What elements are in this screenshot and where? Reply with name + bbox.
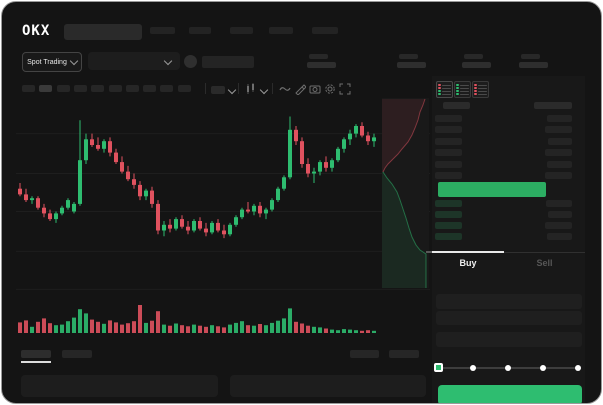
order-book-cell[interactable] [435, 211, 462, 218]
ticker-stat-label-1 [309, 54, 328, 59]
book-bids-icon[interactable] [454, 81, 471, 98]
slider-stop[interactable] [470, 365, 476, 371]
pair-select-dropdown[interactable] [88, 52, 180, 70]
order-book-cell[interactable] [547, 233, 572, 240]
slider-handle[interactable] [434, 363, 443, 372]
ticker-stat-label-2 [399, 54, 418, 59]
slider-stop[interactable] [540, 365, 546, 371]
indicators-icon[interactable] [279, 83, 291, 95]
screenshot-icon[interactable] [309, 83, 321, 95]
slider-stop[interactable] [575, 365, 581, 371]
order-book-cell[interactable] [547, 161, 572, 168]
nav-item-4[interactable] [269, 27, 293, 34]
order-book-cell[interactable] [545, 222, 572, 229]
draw-tool-icon[interactable] [294, 83, 306, 95]
interval-select-icon[interactable] [211, 86, 225, 94]
orders-table-row-right [230, 375, 426, 397]
order-book-cell[interactable] [435, 138, 462, 145]
amount-field[interactable] [436, 311, 582, 325]
toolbar-divider [238, 83, 239, 94]
ticker-stat-value-2 [397, 62, 426, 68]
buy-tab-indicator [432, 251, 504, 253]
order-book-cell[interactable] [545, 172, 572, 179]
toolbar-divider [272, 83, 273, 94]
order-book-cell[interactable] [435, 126, 462, 133]
timeframe-button[interactable] [177, 85, 191, 92]
ticker-stat-value-4 [519, 62, 548, 68]
order-book-cell[interactable] [545, 149, 572, 156]
order-book-cell[interactable] [546, 200, 572, 207]
trading-mode-label: Spot Trading [27, 58, 67, 66]
nav-item-5[interactable] [312, 27, 338, 34]
tab-buy[interactable]: Buy [459, 258, 477, 268]
timeframe-button[interactable] [91, 85, 105, 92]
orders-table-row-left [21, 375, 218, 397]
bottom-tab-2[interactable] [62, 350, 92, 358]
coin-avatar [184, 55, 197, 68]
fullscreen-icon[interactable] [339, 83, 351, 95]
timeframe-button[interactable] [56, 85, 70, 92]
price-field[interactable] [436, 294, 582, 309]
order-book-cell[interactable] [548, 211, 572, 218]
order-book-cell[interactable] [435, 115, 462, 122]
slider-stop[interactable] [505, 365, 511, 371]
ticker-stat-value-3 [462, 62, 491, 68]
search-input[interactable] [64, 24, 142, 40]
timeframe-button[interactable] [160, 85, 174, 92]
pair-name-placeholder [202, 56, 254, 68]
nav-item-3[interactable] [230, 27, 253, 34]
ticker-stat-value-1 [307, 62, 336, 68]
timeframe-button[interactable] [125, 85, 139, 92]
book-asks-icon[interactable] [472, 81, 489, 98]
timeframe-button[interactable] [22, 85, 35, 92]
order-book-cell[interactable] [435, 149, 462, 156]
trading-mode-button[interactable]: Spot Trading [22, 52, 82, 72]
ticker-stat-label-3 [464, 54, 483, 59]
book-col-header-amount [534, 102, 572, 109]
bottom-tab-1[interactable] [21, 350, 51, 358]
order-book-cell[interactable] [545, 126, 572, 133]
order-book-cell[interactable] [435, 222, 462, 229]
last-price-bar[interactable] [438, 182, 546, 197]
price-axis-tick [426, 251, 433, 253]
buy-submit-button[interactable] [438, 385, 582, 403]
timeframe-button[interactable] [108, 85, 122, 92]
order-book-cell[interactable] [548, 138, 572, 145]
nav-item-1[interactable] [150, 27, 175, 34]
settings-icon[interactable] [324, 83, 336, 95]
nav-item-2[interactable] [189, 27, 211, 34]
timeframe-button[interactable] [39, 85, 53, 92]
total-field[interactable] [436, 332, 582, 347]
order-book-cell[interactable] [435, 161, 462, 168]
order-book-cell[interactable] [547, 115, 572, 122]
book-combined-icon[interactable] [436, 81, 453, 98]
bottom-tab-active-underline [21, 361, 51, 363]
chart-type-select-icon[interactable] [245, 83, 257, 95]
book-col-header-price [443, 102, 470, 109]
order-book-cell[interactable] [435, 233, 462, 240]
toolbar-divider [205, 83, 206, 94]
ticker-stat-label-4 [521, 54, 540, 59]
timeframe-button[interactable] [73, 85, 87, 92]
tab-sell[interactable]: Sell [536, 258, 553, 268]
timeframe-button[interactable] [143, 85, 157, 92]
bottom-link-2[interactable] [389, 350, 419, 358]
bottom-link-1[interactable] [350, 350, 379, 358]
order-book-cell[interactable] [435, 200, 462, 207]
order-book-cell[interactable] [435, 172, 462, 179]
okx-logo[interactable]: OKX [22, 23, 51, 39]
tabs-divider [504, 252, 585, 253]
